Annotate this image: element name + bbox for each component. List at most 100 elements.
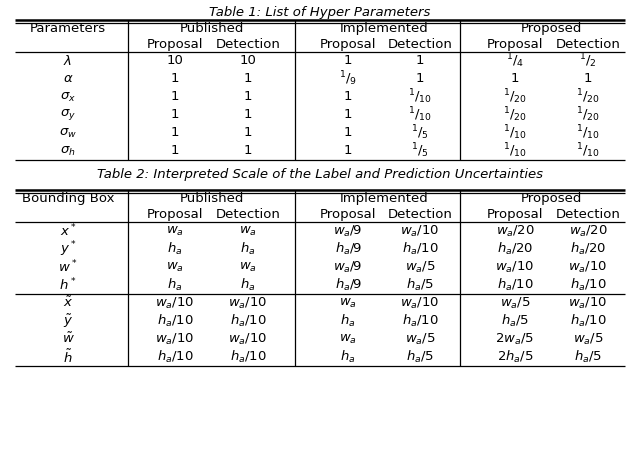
- Text: $h_a/20$: $h_a/20$: [570, 241, 606, 257]
- Text: $h_a$: $h_a$: [340, 313, 356, 329]
- Text: $2h_a/5$: $2h_a/5$: [497, 349, 533, 365]
- Text: $w_a$: $w_a$: [166, 225, 184, 238]
- Text: $^{1}/_{10}$: $^{1}/_{10}$: [576, 123, 600, 142]
- Text: Proposal: Proposal: [320, 208, 376, 221]
- Text: $w_a/10$: $w_a/10$: [495, 260, 534, 274]
- Text: 1: 1: [344, 90, 352, 103]
- Text: $w_a/5$: $w_a/5$: [404, 260, 435, 274]
- Text: $h_a/10$: $h_a/10$: [157, 313, 193, 329]
- Text: 1: 1: [244, 73, 252, 85]
- Text: Table 1: List of Hyper Parameters: Table 1: List of Hyper Parameters: [209, 6, 431, 19]
- Text: $w_a/10$: $w_a/10$: [228, 331, 268, 347]
- Text: $^{1}/_{10}$: $^{1}/_{10}$: [503, 142, 527, 160]
- Text: $^{1}/_{9}$: $^{1}/_{9}$: [339, 69, 357, 89]
- Text: $\sigma_h$: $\sigma_h$: [60, 144, 76, 158]
- Text: 1: 1: [416, 73, 424, 85]
- Text: Detection: Detection: [216, 208, 280, 221]
- Text: $w^*$: $w^*$: [58, 259, 77, 275]
- Text: 1: 1: [244, 109, 252, 122]
- Text: $^{1}/_{2}$: $^{1}/_{2}$: [579, 52, 597, 70]
- Text: $h_a/9$: $h_a/9$: [335, 277, 362, 293]
- Text: $^{1}/_{4}$: $^{1}/_{4}$: [506, 52, 524, 70]
- Text: 1: 1: [171, 109, 179, 122]
- Text: Proposal: Proposal: [320, 38, 376, 51]
- Text: $\sigma_x$: $\sigma_x$: [60, 90, 76, 103]
- Text: $w_a$: $w_a$: [339, 296, 357, 309]
- Text: $w_a$: $w_a$: [339, 332, 357, 346]
- Text: 10: 10: [239, 55, 257, 68]
- Text: 1: 1: [171, 144, 179, 158]
- Text: $h_a$: $h_a$: [167, 241, 183, 257]
- Text: $h_a/9$: $h_a/9$: [335, 241, 362, 257]
- Text: 1: 1: [244, 144, 252, 158]
- Text: $h_a$: $h_a$: [240, 277, 256, 293]
- Text: Proposal: Proposal: [487, 38, 543, 51]
- Text: $h_a$: $h_a$: [240, 241, 256, 257]
- Text: $w_a/5$: $w_a/5$: [573, 331, 604, 347]
- Text: 1: 1: [584, 73, 592, 85]
- Text: 1: 1: [171, 90, 179, 103]
- Text: Proposed: Proposed: [521, 22, 582, 35]
- Text: $2w_a/5$: $2w_a/5$: [495, 331, 534, 347]
- Text: 10: 10: [166, 55, 184, 68]
- Text: $h^*$: $h^*$: [60, 277, 77, 293]
- Text: $^{1}/_{10}$: $^{1}/_{10}$: [408, 88, 432, 106]
- Text: $h_a/5$: $h_a/5$: [501, 313, 529, 329]
- Text: $\tilde{y}$: $\tilde{y}$: [63, 312, 73, 330]
- Text: $\tilde{h}$: $\tilde{h}$: [63, 348, 73, 366]
- Text: Proposal: Proposal: [487, 208, 543, 221]
- Text: $w_a/5$: $w_a/5$: [500, 295, 531, 310]
- Text: $w_a/5$: $w_a/5$: [404, 331, 435, 347]
- Text: $^{1}/_{5}$: $^{1}/_{5}$: [411, 123, 429, 142]
- Text: $^{1}/_{10}$: $^{1}/_{10}$: [576, 142, 600, 160]
- Text: $\tilde{x}$: $\tilde{x}$: [63, 296, 73, 310]
- Text: Published: Published: [179, 192, 244, 205]
- Text: $^{1}/_{10}$: $^{1}/_{10}$: [408, 106, 432, 124]
- Text: Detection: Detection: [388, 208, 452, 221]
- Text: Parameters: Parameters: [30, 22, 106, 35]
- Text: Implemented: Implemented: [340, 192, 428, 205]
- Text: $\tilde{w}$: $\tilde{w}$: [61, 332, 74, 346]
- Text: Proposal: Proposal: [147, 38, 204, 51]
- Text: $h_a/10$: $h_a/10$: [230, 313, 266, 329]
- Text: Implemented: Implemented: [340, 22, 428, 35]
- Text: Table 2: Interpreted Scale of the Label and Prediction Uncertainties: Table 2: Interpreted Scale of the Label …: [97, 168, 543, 181]
- Text: $w_a/10$: $w_a/10$: [156, 331, 195, 347]
- Text: Proposed: Proposed: [521, 192, 582, 205]
- Text: Detection: Detection: [216, 38, 280, 51]
- Text: $^{1}/_{20}$: $^{1}/_{20}$: [503, 106, 527, 124]
- Text: $h_a/10$: $h_a/10$: [230, 349, 266, 365]
- Text: $w_a$: $w_a$: [239, 225, 257, 238]
- Text: $h_a/5$: $h_a/5$: [406, 277, 434, 293]
- Text: $h_a$: $h_a$: [340, 349, 356, 365]
- Text: 1: 1: [344, 126, 352, 139]
- Text: 1: 1: [511, 73, 519, 85]
- Text: 1: 1: [244, 90, 252, 103]
- Text: Bounding Box: Bounding Box: [22, 192, 115, 205]
- Text: 1: 1: [344, 109, 352, 122]
- Text: $^{1}/_{20}$: $^{1}/_{20}$: [576, 88, 600, 106]
- Text: $w_a/9$: $w_a/9$: [333, 224, 363, 239]
- Text: $^{1}/_{20}$: $^{1}/_{20}$: [576, 106, 600, 124]
- Text: $w_a/9$: $w_a/9$: [333, 260, 363, 274]
- Text: $w_a/20$: $w_a/20$: [568, 224, 607, 239]
- Text: Published: Published: [179, 22, 244, 35]
- Text: $h_a/10$: $h_a/10$: [401, 241, 438, 257]
- Text: $h_a/5$: $h_a/5$: [406, 349, 434, 365]
- Text: $h_a/10$: $h_a/10$: [497, 277, 533, 293]
- Text: $\lambda$: $\lambda$: [63, 54, 72, 68]
- Text: 1: 1: [244, 126, 252, 139]
- Text: 1: 1: [171, 73, 179, 85]
- Text: $w_a/10$: $w_a/10$: [228, 295, 268, 310]
- Text: $x^*$: $x^*$: [60, 223, 76, 240]
- Text: Detection: Detection: [556, 38, 620, 51]
- Text: $w_a/10$: $w_a/10$: [401, 295, 440, 310]
- Text: 1: 1: [344, 55, 352, 68]
- Text: $h_a/20$: $h_a/20$: [497, 241, 533, 257]
- Text: $h_a/10$: $h_a/10$: [157, 349, 193, 365]
- Text: $\sigma_y$: $\sigma_y$: [60, 108, 76, 123]
- Text: 1: 1: [171, 126, 179, 139]
- Text: $h_a$: $h_a$: [167, 277, 183, 293]
- Text: 1: 1: [416, 55, 424, 68]
- Text: $h_a/5$: $h_a/5$: [574, 349, 602, 365]
